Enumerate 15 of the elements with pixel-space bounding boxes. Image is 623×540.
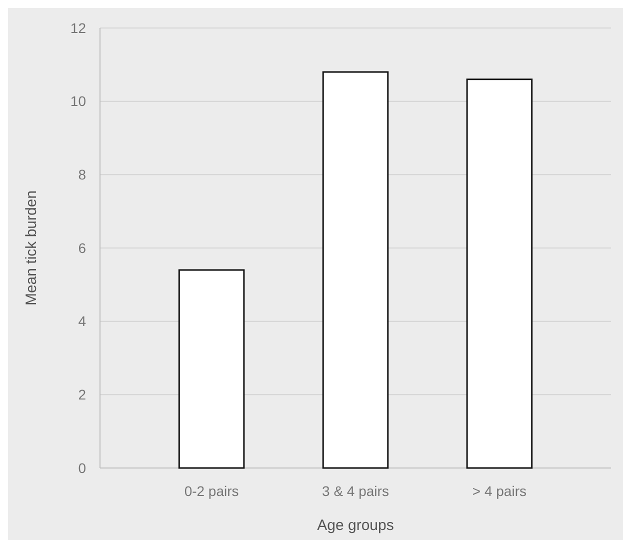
y-tick-label: 0 [78,460,86,476]
x-axis-title: Age groups [317,517,394,534]
y-tick-label: 8 [78,166,86,183]
x-tick-label: 3 & 4 pairs [322,483,389,499]
y-tick-label: 4 [78,313,86,330]
bar [178,269,245,469]
bar [466,78,533,469]
y-tick-label: 10 [70,93,86,110]
y-tick-label: 6 [78,240,86,256]
y-tick-label: 12 [70,20,86,36]
y-tick-label: 2 [78,386,86,403]
x-tick-label: 0-2 pairs [184,483,239,499]
bar [322,71,389,469]
x-tick-label: > 4 pairs [472,483,526,499]
y-axis-title: Mean tick burden [23,190,40,306]
